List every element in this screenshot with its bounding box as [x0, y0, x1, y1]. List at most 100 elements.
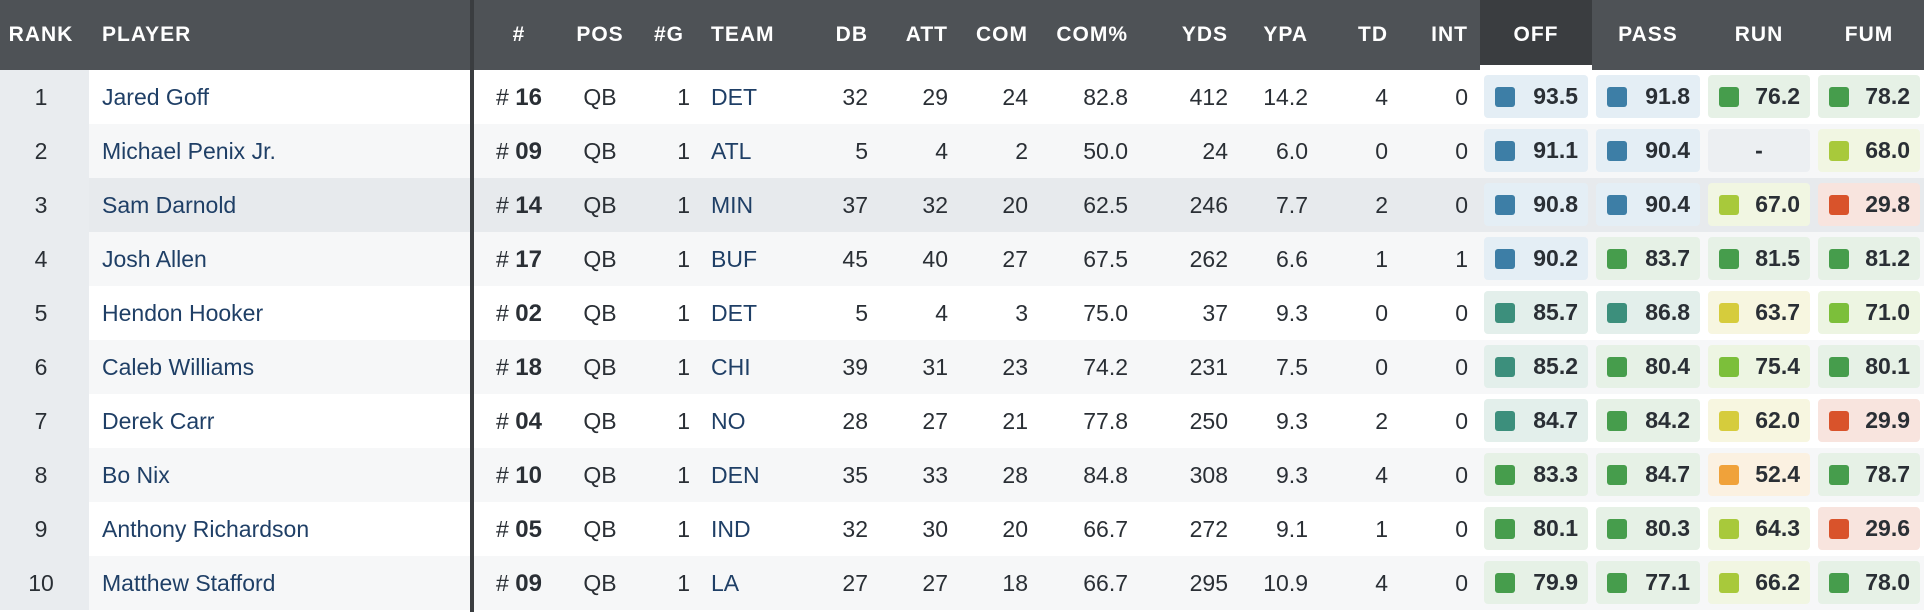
grade-swatch-icon: [1495, 141, 1515, 161]
grade-value: 29.6: [1865, 515, 1910, 541]
table-row[interactable]: 8 Bo Nix # 10 QB 1 DEN 35 33 28 84.8 308 9.3 4 0 83.3 8…: [0, 448, 1924, 502]
column-header-label: #: [512, 23, 526, 46]
table-row[interactable]: 1 Jared Goff # 16 QB 1 DET 32 29 24 82.8 412 14.2 4 0…: [0, 70, 1924, 124]
grade-swatch-icon: [1829, 519, 1849, 539]
column-header-com[interactable]: COM: [958, 0, 1028, 70]
team-link[interactable]: DET: [711, 300, 757, 326]
column-header-pos[interactable]: POS: [565, 0, 635, 70]
team-link[interactable]: DET: [711, 84, 757, 110]
cell-db: 45: [842, 246, 868, 272]
grade-swatch-icon: [1495, 87, 1515, 107]
cell-com: 23: [1002, 354, 1028, 380]
table-row[interactable]: 5 Hendon Hooker # 02 QB 1 DET 5 4 3 75.0 37 9.3 0 0 85…: [0, 286, 1924, 340]
column-header-g[interactable]: #G: [648, 0, 690, 70]
team-link[interactable]: NO: [711, 408, 746, 434]
cell-ypa: 7.5: [1276, 354, 1308, 380]
jersey-number: # 17: [484, 232, 554, 286]
cell-g: 1: [677, 246, 690, 272]
column-header-rank[interactable]: RANK: [0, 0, 82, 70]
table-row[interactable]: 2 Michael Penix Jr. # 09 QB 1 ATL 5 4 2 50.0 24 6.0…: [0, 124, 1924, 178]
rank-column-bg: [0, 70, 89, 124]
column-header-int[interactable]: INT: [1402, 0, 1468, 70]
cell-ypa: 9.3: [1276, 300, 1308, 326]
cell-int: 0: [1455, 138, 1468, 164]
column-header-pass[interactable]: PASS: [1592, 0, 1704, 70]
grade-off: 83.3: [1484, 453, 1588, 496]
column-header-run[interactable]: RUN: [1704, 0, 1814, 70]
player-name-link[interactable]: Hendon Hooker: [102, 300, 264, 326]
cell-rank: 9: [34, 516, 48, 542]
grade-pass: 80.3: [1596, 507, 1700, 550]
cell-db: 5: [855, 138, 868, 164]
player-name-link[interactable]: Anthony Richardson: [102, 516, 310, 542]
jersey-value: 14: [515, 192, 542, 219]
cell-rank: 5: [34, 300, 48, 326]
cell-td: 1: [1375, 246, 1388, 272]
cell-com: 2: [1015, 138, 1028, 164]
grade-value: 71.0: [1865, 299, 1910, 325]
player-name-link[interactable]: Sam Darnold: [102, 192, 237, 218]
table-row[interactable]: 6 Caleb Williams # 18 QB 1 CHI 39 31 23 74.2 231 7.…: [0, 340, 1924, 394]
grade-value: 91.8: [1645, 83, 1690, 109]
team-link[interactable]: IND: [711, 516, 751, 542]
column-header-db[interactable]: DB: [812, 0, 868, 70]
grade-value: 93.5: [1533, 83, 1578, 109]
column-header-off[interactable]: OFF: [1480, 0, 1592, 70]
cell-pos: QB: [583, 570, 617, 596]
cell-yds: 231: [1189, 354, 1228, 380]
column-header-compct[interactable]: COM%: [1040, 0, 1128, 70]
player-name-link[interactable]: Matthew Stafford: [102, 570, 276, 596]
grade-swatch-icon: [1495, 573, 1515, 593]
player-name-link[interactable]: Josh Allen: [102, 246, 207, 272]
table-row[interactable]: 4 Josh Allen # 17 QB 1 BUF 45 40 27 67.5 262 6.6 1 1 9…: [0, 232, 1924, 286]
team-link[interactable]: CHI: [711, 354, 751, 380]
team-link[interactable]: ATL: [711, 138, 752, 164]
column-header-label: DB: [835, 23, 868, 46]
table-row[interactable]: 3 Sam Darnold # 14 QB 1 MIN 37 32 20 62.5 246 7.7 2 0…: [0, 178, 1924, 232]
column-header-label: COM%: [1056, 23, 1128, 46]
player-name-link[interactable]: Bo Nix: [102, 462, 170, 488]
column-header-label: TEAM: [711, 23, 775, 46]
player-name-link[interactable]: Caleb Williams: [102, 354, 255, 380]
player-name-link[interactable]: Michael Penix Jr.: [102, 138, 276, 164]
grade-off: 85.7: [1484, 291, 1588, 334]
cell-ypa: 9.3: [1276, 408, 1308, 434]
grade-swatch-icon: [1607, 465, 1627, 485]
cell-compct: 67.5: [1083, 246, 1128, 272]
cell-pos: QB: [583, 192, 617, 218]
column-header-fum[interactable]: FUM: [1814, 0, 1924, 70]
grade-fum: 29.6: [1818, 507, 1920, 550]
player-name-link[interactable]: Jared Goff: [102, 84, 209, 110]
table-row[interactable]: 7 Derek Carr # 04 QB 1 NO 28 27 21 77.8 250 9.3 2 0 84…: [0, 394, 1924, 448]
grade-value: 29.8: [1865, 191, 1910, 217]
cell-com: 21: [1002, 408, 1028, 434]
column-header-att[interactable]: ATT: [880, 0, 948, 70]
column-header-num[interactable]: #: [484, 0, 554, 70]
team-link[interactable]: BUF: [711, 246, 757, 272]
grade-swatch-icon: [1495, 249, 1515, 269]
grade-off: 84.7: [1484, 399, 1588, 442]
grade-pass: 90.4: [1596, 129, 1700, 172]
cell-com: 20: [1002, 192, 1028, 218]
team-link[interactable]: MIN: [711, 192, 754, 218]
column-header-player[interactable]: PLAYER: [102, 0, 462, 70]
grade-value: 80.3: [1645, 515, 1690, 541]
cell-compct: 77.8: [1083, 408, 1128, 434]
column-header-ypa[interactable]: YPA: [1236, 0, 1308, 70]
column-header-yds[interactable]: YDS: [1140, 0, 1228, 70]
cell-compct: 82.8: [1083, 84, 1128, 110]
cell-td: 4: [1375, 84, 1388, 110]
column-header-td[interactable]: TD: [1326, 0, 1388, 70]
column-header-label: FUM: [1844, 23, 1894, 46]
team-link[interactable]: DEN: [711, 462, 760, 488]
jersey-prefix: #: [496, 84, 509, 110]
table-row[interactable]: 10 Matthew Stafford # 09 QB 1 LA 27 27 18 66.7 295…: [0, 556, 1924, 610]
column-header-team[interactable]: TEAM: [711, 0, 801, 70]
table-row[interactable]: 9 Anthony Richardson # 05 QB 1 IND 32 30 20 66.7 2…: [0, 502, 1924, 556]
grade-run: 63.7: [1708, 291, 1810, 334]
cell-int: 0: [1455, 516, 1468, 542]
grade-off: 91.1: [1484, 129, 1588, 172]
player-name-link[interactable]: Derek Carr: [102, 408, 215, 434]
team-link[interactable]: LA: [711, 570, 740, 596]
column-header-label: RUN: [1734, 23, 1784, 46]
